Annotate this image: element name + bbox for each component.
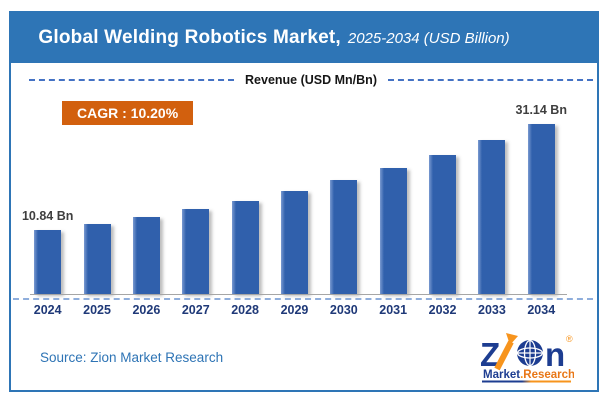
logo-arrow-icon	[494, 333, 518, 371]
x-axis-label: 2029	[280, 303, 309, 317]
dashed-rule-right	[387, 78, 594, 81]
bar	[330, 180, 358, 294]
axis-title-band: Revenue (USD Mn/Bn)	[29, 71, 594, 88]
logo-underline	[482, 380, 571, 383]
x-axis-label: 2032	[428, 303, 457, 317]
logo-letter-n: n	[545, 336, 565, 373]
bar	[231, 200, 259, 294]
logo-caption-research: Research	[523, 369, 574, 381]
logo-caption: Market.Research	[483, 369, 574, 381]
chart-subtitle: 2025-2034 (USD Billion)	[347, 29, 510, 47]
bar-slot: 2031	[369, 101, 418, 317]
x-axis-label: 2030	[329, 303, 358, 317]
bar-slot: 10.84 Bn 2024	[21, 101, 74, 317]
bar-slot: 2030	[319, 101, 368, 317]
bar-value-label: 10.84 Bn	[21, 209, 74, 224]
zion-logo: Z n ® Market.Research	[480, 333, 574, 385]
bar	[34, 230, 62, 294]
chart-title: Global Welding Robotics Market,	[38, 27, 341, 48]
cagr-badge: CAGR : 10.20%	[62, 101, 194, 125]
logo-registered-mark: ®	[566, 334, 573, 344]
bar-slot: 31.14 Bn 2034	[515, 101, 567, 317]
x-axis-label: 2027	[181, 303, 210, 317]
source-text: Source: Zion Market Research	[40, 350, 224, 365]
logo-caption-dot: .	[520, 369, 523, 381]
x-axis-label: 2028	[231, 303, 260, 317]
chart-title-bar: Global Welding Robotics Market, 2025-203…	[11, 13, 597, 63]
bar	[478, 140, 506, 294]
x-axis-label: 2024	[33, 303, 62, 317]
bar-slot: 2028	[220, 101, 269, 317]
x-axis-dashed-line	[13, 298, 593, 300]
bar-slot: 2026	[122, 101, 171, 317]
x-axis-label: 2031	[379, 303, 408, 317]
logo-letter-z: Z	[480, 336, 500, 373]
bar-slot: 2029	[270, 101, 319, 317]
bar	[527, 124, 555, 294]
bar	[132, 217, 160, 294]
x-axis-label: 2025	[83, 303, 111, 317]
x-axis-label: 2033	[478, 303, 506, 317]
dashed-rule-left	[29, 78, 235, 81]
logo-caption-market: Market	[483, 369, 520, 381]
bar-slot: 2027	[171, 101, 220, 317]
x-axis-label: 2026	[132, 303, 161, 317]
x-axis-label: 2034	[527, 303, 556, 317]
bar	[379, 168, 407, 294]
bar	[83, 224, 111, 294]
bar	[182, 209, 210, 294]
chart-frame: Global Welding Robotics Market, 2025-203…	[9, 11, 599, 392]
logo-globe-icon	[516, 339, 544, 367]
bar-slot: 2025	[72, 101, 121, 317]
bar-slot: 2032	[418, 101, 467, 317]
axis-title: Revenue (USD Mn/Bn)	[245, 72, 377, 87]
x-axis-line	[30, 294, 567, 295]
bar	[280, 190, 308, 294]
bar	[429, 155, 457, 294]
bar-slot: 2033	[467, 101, 516, 317]
bar-chart: 10.84 Bn 2024 2025 2026 2027 2028 2029 2030 2031…	[21, 101, 567, 317]
bar-value-label: 31.14 Bn	[515, 103, 567, 118]
